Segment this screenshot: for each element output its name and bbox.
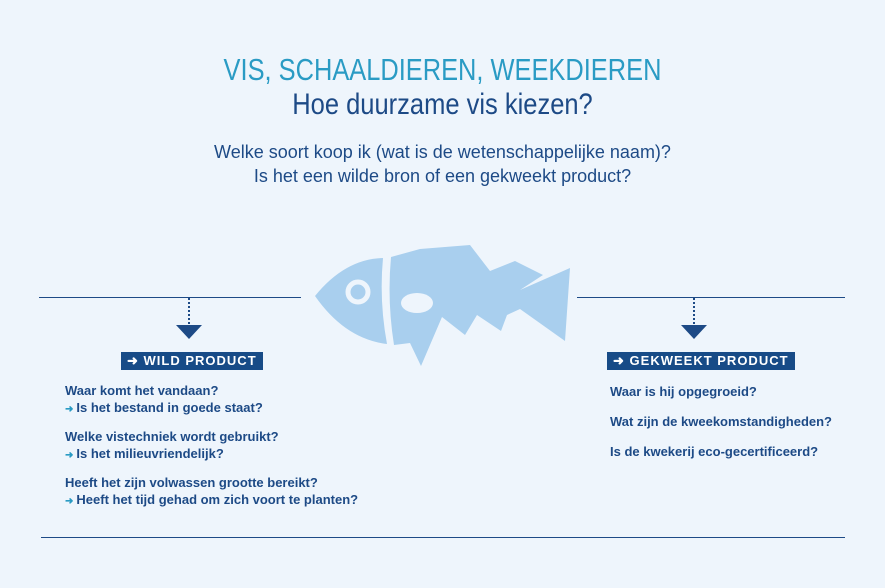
list-item: Wat zijn de kweekomstandigheden? xyxy=(610,414,832,429)
subtitle: Hoe duurzame vis kiezen? xyxy=(292,88,593,121)
fish-icon xyxy=(315,245,570,366)
arrow-right-icon: ➜ xyxy=(613,353,625,368)
list-item: Waar komt het vandaan? ➜ Is het bestand in… xyxy=(65,383,263,415)
fish-body xyxy=(389,245,570,366)
arrow-right-icon: ➜ xyxy=(65,404,74,415)
list-item: Heeft het zijn volwassen grootte bereikt… xyxy=(65,475,359,507)
wild-product-badge: ➜ WILD PRODUCT xyxy=(121,352,263,370)
fish-eye xyxy=(345,279,371,305)
dotted-connector xyxy=(693,298,695,324)
divider-left xyxy=(39,297,301,298)
fish-spot xyxy=(401,293,433,313)
wild-list: Waar komt het vandaan? ➜ Is het bestand in… xyxy=(65,382,358,520)
question-source: Is het een wilde bron of een gekweekt pr… xyxy=(253,166,632,186)
question-species: Welke soort koop ik (wat is de wetenscha… xyxy=(214,142,671,162)
farmed-product-badge: ➜ GEKWEEKT PRODUCT xyxy=(607,352,795,370)
farmed-list: Waar is hij opgegroeid? Wat zijn de kwee… xyxy=(610,383,832,473)
arrow-right-icon: ➜ xyxy=(127,353,139,368)
divider-right xyxy=(577,297,845,298)
arrow-right-icon: ➜ xyxy=(65,450,74,461)
dotted-connector xyxy=(188,298,190,324)
arrow-down-icon xyxy=(176,325,202,339)
arrow-right-icon: ➜ xyxy=(65,496,74,507)
list-item: Welke vistechniek wordt gebruikt? ➜ Is het… xyxy=(65,429,279,461)
list-item: Waar is hij opgegroeid? xyxy=(610,384,757,399)
divider-bottom xyxy=(41,537,845,538)
arrow-down-icon xyxy=(681,325,707,339)
list-item: Is de kwekerij eco-gecertificeerd? xyxy=(610,444,819,459)
main-title: VIS, SCHAALDIEREN, WEEKDIEREN xyxy=(223,52,662,87)
